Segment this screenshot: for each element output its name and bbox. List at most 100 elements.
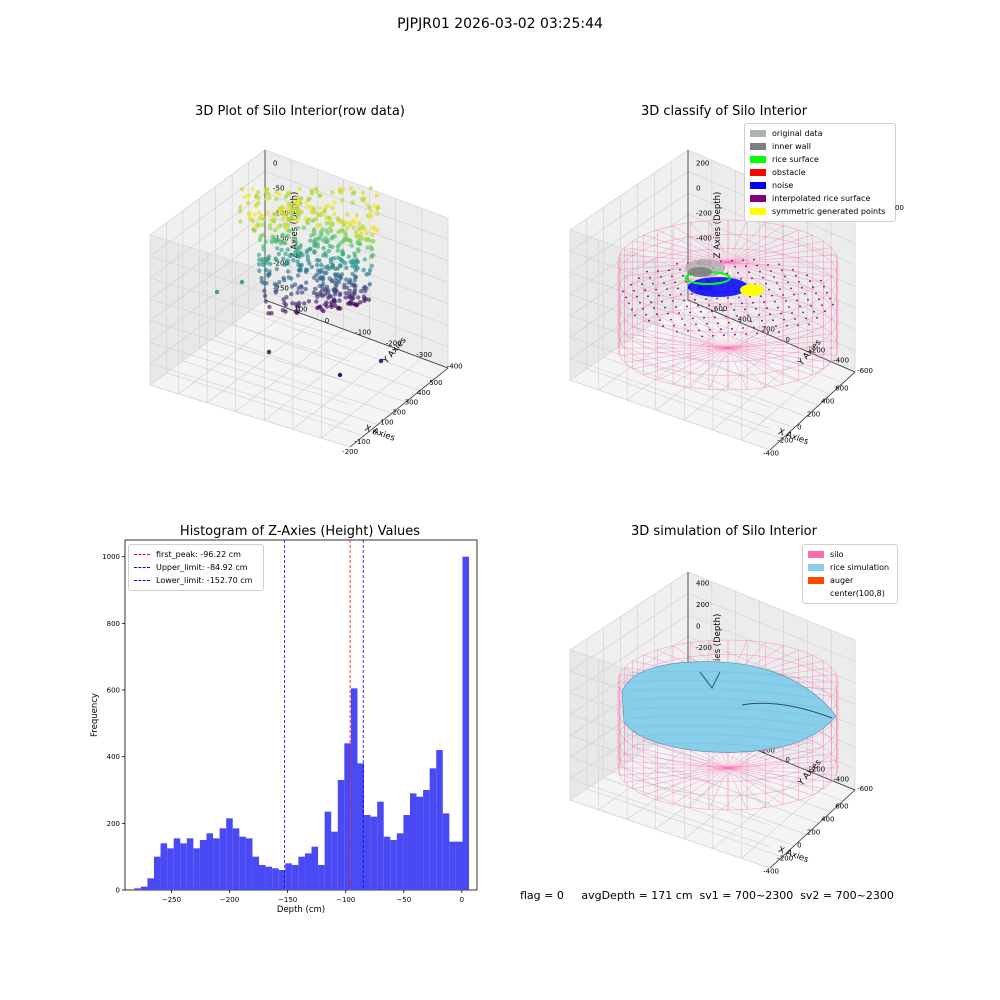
panel2-interpolated-point <box>797 324 799 326</box>
panel2-interpolated-point <box>790 287 792 290</box>
panel2-interpolated-point <box>670 318 672 321</box>
panel2-silo-wireframe <box>617 219 839 391</box>
panel2-interpolated-point <box>745 265 747 268</box>
panel1-point <box>304 267 310 273</box>
panel2-interpolated-point <box>744 308 746 311</box>
panel2-interpolated-point <box>644 289 646 292</box>
histogram-bar <box>442 813 450 890</box>
panel1-point <box>276 238 282 243</box>
panel2-interpolated-point <box>664 306 666 309</box>
histogram-bar <box>383 836 391 890</box>
panel1-point <box>374 211 380 216</box>
panel1-point <box>336 305 342 310</box>
panel2-interpolated-point <box>765 282 767 285</box>
panel2-interpolated-point <box>778 331 780 334</box>
histogram-bar <box>377 801 384 890</box>
panel1-point <box>324 304 330 309</box>
histogram-bar <box>173 838 181 890</box>
panel2-gridline <box>712 351 808 431</box>
panel2-interpolated-point <box>659 319 661 322</box>
panel1-point <box>289 291 294 297</box>
panel1-point <box>309 233 314 238</box>
panel1-gridline <box>206 319 318 403</box>
panel2-interpolated-point <box>633 289 635 292</box>
panel2-interpolated-point <box>804 292 806 295</box>
panel4-rice-surface <box>621 661 837 753</box>
panel1-point <box>371 225 377 230</box>
panel2-interpolated-point <box>808 323 810 326</box>
panel1-point <box>372 203 377 209</box>
panel1-point <box>311 218 316 223</box>
panel1-point <box>285 258 290 263</box>
panel4-silo-spoke <box>657 767 729 801</box>
panel4-mesh-line <box>628 671 829 682</box>
panel2-x-tick-label: 0 <box>797 424 801 432</box>
histogram-bar <box>199 840 207 890</box>
panel1-point <box>306 197 311 202</box>
panel3-bars <box>134 556 470 890</box>
panel1-point <box>343 220 348 225</box>
panel2-gridline <box>741 361 832 441</box>
panel1-point <box>267 272 272 277</box>
panel2-interpolated-point <box>695 323 697 326</box>
panel2-interpolated-point <box>711 310 713 313</box>
legend-item-rice-surface: rice surface <box>750 153 890 166</box>
panel2-interpolated-point <box>768 288 770 291</box>
panel2-interpolated-point <box>684 324 686 326</box>
panel2-silo-spoke <box>657 315 729 349</box>
panel1-point <box>319 232 324 237</box>
panel1-x-tick-label: 0 <box>372 428 376 436</box>
panel4-silo-spoke <box>708 767 729 810</box>
panel1-point <box>338 190 344 195</box>
panel1-gridline <box>199 348 393 414</box>
panel1-point <box>376 205 381 210</box>
panel1-z-tick-label: -150 <box>273 235 289 243</box>
histogram-bar <box>318 865 325 890</box>
panel1-point <box>324 205 329 210</box>
panel2-interpolated-point <box>655 288 657 291</box>
panel2-interpolated-point <box>767 331 769 334</box>
panel4-mesh-line <box>630 707 821 718</box>
panel1-point <box>353 274 359 280</box>
panel2-interpolated-point <box>682 274 684 277</box>
panel2-silo-spoke <box>619 340 729 349</box>
panel1-point <box>306 299 312 304</box>
panel1-point <box>337 292 342 298</box>
panel4-silo-spoke <box>727 767 824 790</box>
panel2-partial-tick: 00 <box>895 204 904 212</box>
panel1-point <box>268 261 273 267</box>
panel2-silo-spoke <box>624 333 729 349</box>
panel2-interpolated-point <box>657 270 659 272</box>
panel1-point <box>262 293 268 298</box>
panel1-point <box>281 256 286 261</box>
panel1-point <box>305 254 310 259</box>
panel1-outlier-point <box>214 289 220 295</box>
panel1-point <box>333 266 338 271</box>
panel2-interpolated-point <box>798 280 800 283</box>
panel2-interpolated-point <box>679 268 681 271</box>
panel2-inner-wall-cluster <box>688 267 712 277</box>
panel1-point <box>298 209 303 214</box>
panel1-y-tick-label: 100 <box>294 306 307 314</box>
panel2-interpolated-point <box>639 301 641 304</box>
panel2-interpolated-point <box>714 316 716 319</box>
panel1-point <box>343 229 348 235</box>
panel2-interpolated-point <box>636 295 638 298</box>
panel2-interpolated-point <box>799 305 801 308</box>
panel1-point <box>277 191 282 197</box>
panel1-point <box>269 238 274 243</box>
panel2-interpolated-point <box>806 274 808 277</box>
panel2-interpolated-point <box>733 309 735 311</box>
panel2-silo-spoke <box>690 347 729 388</box>
panel2-gridline <box>569 192 856 344</box>
panel1-gridline <box>178 309 292 395</box>
panel3-y-tick-label: 1000 <box>102 553 120 561</box>
panel2-interpolated-point <box>677 287 679 290</box>
panel1-point <box>350 191 356 196</box>
panel2-interpolated-point <box>782 294 784 296</box>
panel2-silo-spoke <box>727 333 832 349</box>
panel1-point <box>264 190 269 195</box>
panel1-point <box>309 191 315 196</box>
panel4-silo-spoke <box>727 767 813 796</box>
